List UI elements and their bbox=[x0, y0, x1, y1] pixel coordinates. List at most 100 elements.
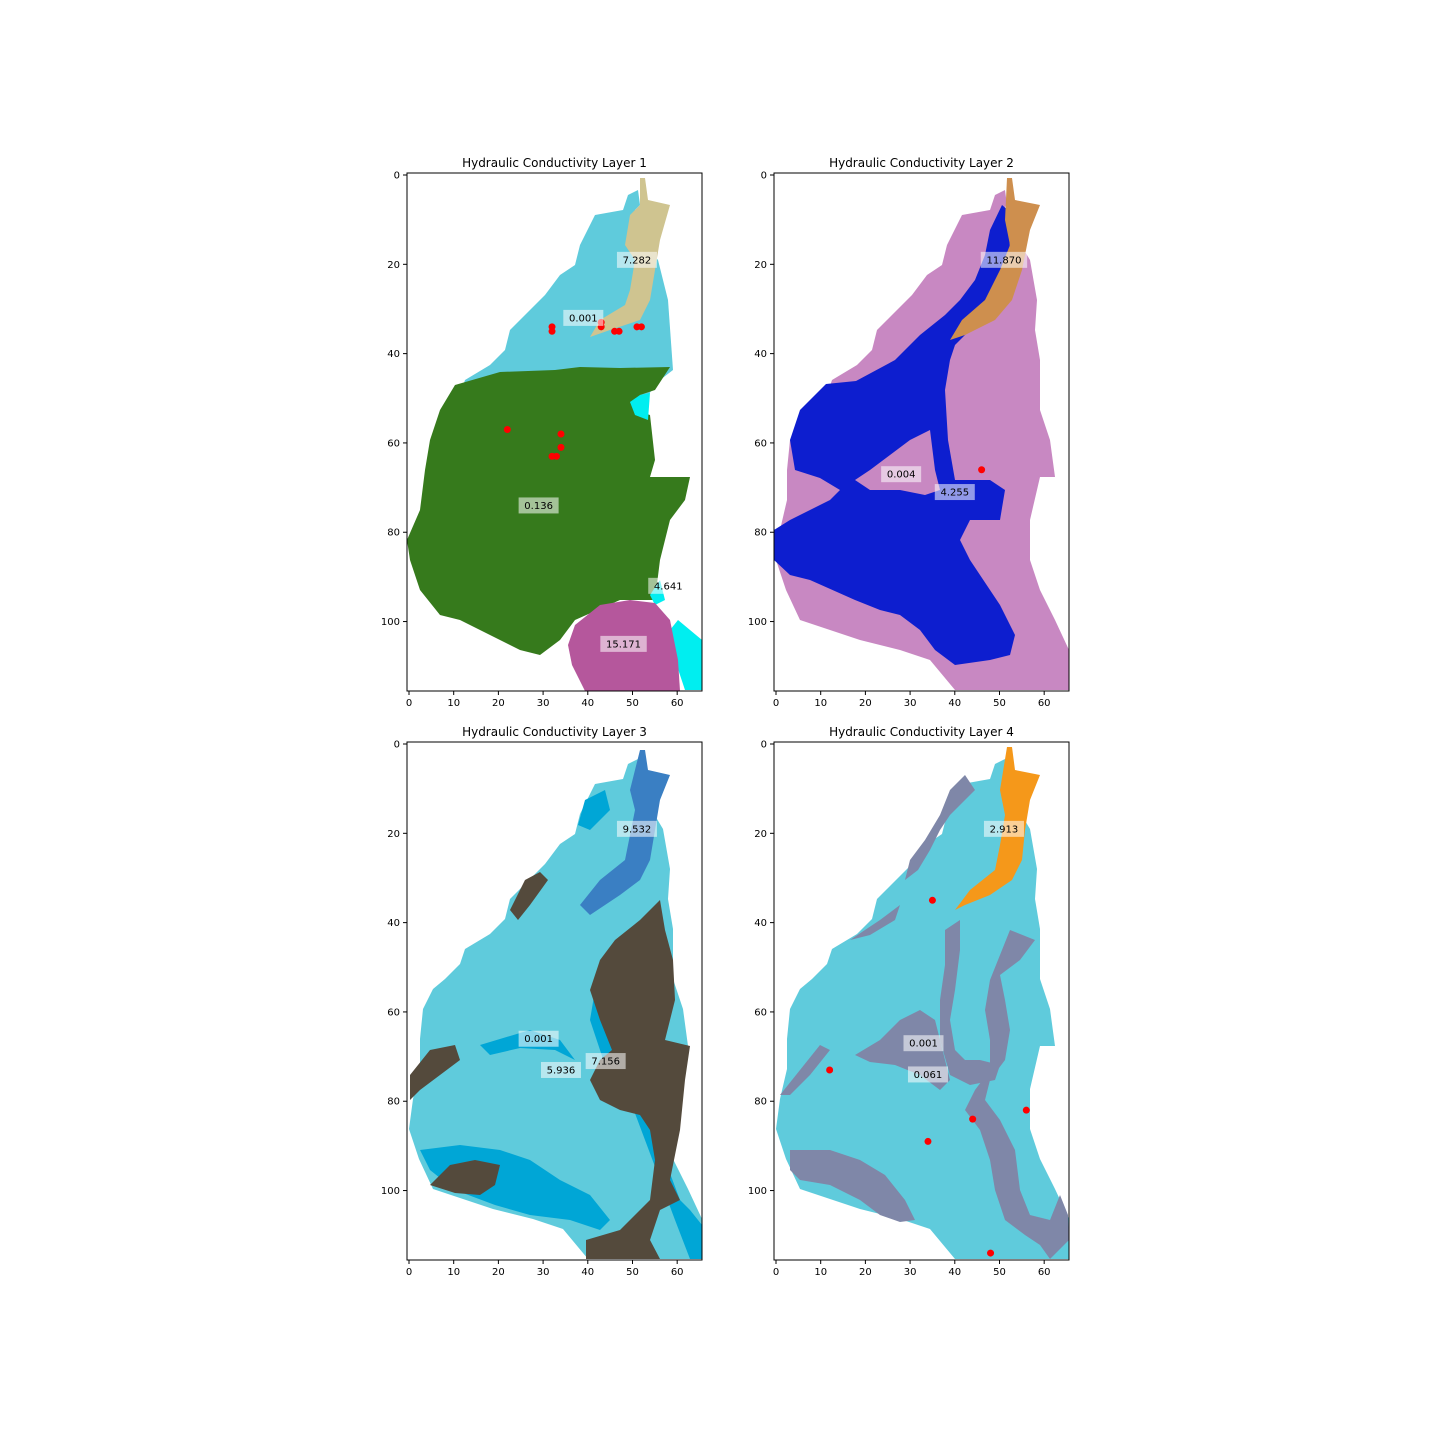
zone-label-box bbox=[903, 1035, 944, 1052]
zone-label-box bbox=[980, 251, 1028, 268]
y-tick-label: 40 bbox=[387, 918, 400, 929]
zone-value-label: 2.913 bbox=[990, 824, 1019, 835]
panel-layer-4: Hydraulic Conductivity Layer 4 2.913 0.00… bbox=[748, 725, 1070, 1278]
zone-value-label: 0.001 bbox=[524, 1034, 553, 1045]
x-tick-label: 20 bbox=[492, 1267, 505, 1278]
zone-region bbox=[586, 900, 690, 1259]
y-axis: 0 20 40 60 80 100 bbox=[381, 171, 407, 628]
well-marker bbox=[637, 323, 645, 331]
zone-value-label: 0.001 bbox=[569, 313, 598, 324]
y-tick-label: 80 bbox=[387, 528, 400, 539]
zone-region bbox=[578, 790, 610, 830]
x-tick-label: 60 bbox=[671, 698, 684, 709]
zone-label-box bbox=[518, 497, 559, 514]
x-tick-label: 40 bbox=[581, 698, 594, 709]
y-tick-label: 0 bbox=[394, 740, 400, 751]
zone-region bbox=[940, 920, 1000, 1085]
zone-region bbox=[965, 930, 1069, 1259]
zone-region bbox=[630, 393, 650, 420]
x-tick-label: 40 bbox=[581, 1267, 594, 1278]
y-tick-label: 60 bbox=[754, 438, 767, 449]
zone-region bbox=[460, 190, 673, 410]
x-axis: 0 10 20 30 40 50 60 bbox=[406, 691, 684, 709]
y-tick-label: 60 bbox=[387, 1007, 400, 1018]
zone-label-box bbox=[616, 251, 657, 268]
zone-region bbox=[590, 178, 670, 337]
zone-value-label: 15.171 bbox=[606, 639, 641, 650]
y-tick-label: 40 bbox=[754, 918, 767, 929]
well-marker bbox=[928, 896, 936, 904]
y-tick-label: 20 bbox=[387, 829, 400, 840]
x-tick-label: 30 bbox=[537, 698, 550, 709]
well-marker bbox=[553, 452, 560, 460]
x-tick-label: 60 bbox=[1038, 1267, 1051, 1278]
y-tick-label: 20 bbox=[754, 260, 767, 271]
zone-label-box bbox=[983, 820, 1024, 837]
x-tick-label: 0 bbox=[773, 1267, 779, 1278]
x-tick-label: 50 bbox=[626, 1267, 639, 1278]
x-tick-label: 50 bbox=[993, 1267, 1006, 1278]
zone-region bbox=[850, 905, 900, 940]
x-tick-label: 10 bbox=[814, 1267, 827, 1278]
zone-region bbox=[780, 1045, 830, 1095]
y-tick-label: 60 bbox=[754, 1007, 767, 1018]
y-tick-label: 20 bbox=[387, 260, 400, 271]
zone-region bbox=[430, 1160, 500, 1195]
panel-title: Hydraulic Conductivity Layer 4 bbox=[829, 725, 1014, 739]
zone-label-box bbox=[907, 1066, 948, 1083]
plot-frame bbox=[773, 741, 1070, 1261]
x-tick-label: 0 bbox=[406, 1267, 412, 1278]
conductivity-map bbox=[774, 178, 1069, 690]
plot-frame bbox=[406, 741, 703, 1261]
well-marker bbox=[826, 1066, 834, 1074]
zone-label-box bbox=[540, 1061, 581, 1078]
zone-value-label: 7.156 bbox=[591, 1057, 620, 1068]
x-tick-label: 10 bbox=[447, 698, 460, 709]
well-marker bbox=[969, 1115, 977, 1123]
x-axis: 0 10 20 30 40 50 60 bbox=[773, 691, 1051, 709]
x-tick-label: 20 bbox=[859, 698, 872, 709]
panel-title: Hydraulic Conductivity Layer 2 bbox=[829, 156, 1014, 170]
zone-value-label: 0.061 bbox=[914, 1070, 943, 1081]
zone-labels: 7.282 0.001 0.136 4.641 15.171 bbox=[518, 251, 689, 652]
y-tick-label: 80 bbox=[754, 1097, 767, 1108]
x-tick-label: 50 bbox=[993, 698, 1006, 709]
panel-layer-1: Hydraulic Conductivity Layer 1 7.282 0.00… bbox=[381, 156, 703, 709]
plot-frame bbox=[406, 172, 703, 692]
zone-label-box bbox=[585, 1053, 626, 1070]
zone-labels: 9.532 0.001 7.156 5.936 bbox=[518, 820, 657, 1078]
x-tick-label: 30 bbox=[904, 1267, 917, 1278]
x-tick-label: 60 bbox=[671, 1267, 684, 1278]
zone-value-label: 11.870 bbox=[986, 255, 1021, 266]
zone-label-box bbox=[518, 1030, 559, 1047]
x-tick-label: 60 bbox=[1038, 698, 1051, 709]
y-tick-label: 100 bbox=[748, 617, 767, 628]
y-tick-label: 20 bbox=[754, 829, 767, 840]
well-marker bbox=[978, 466, 986, 474]
zone-region bbox=[410, 1045, 460, 1100]
conductivity-map bbox=[407, 178, 702, 691]
zone-region bbox=[580, 750, 670, 915]
zone-label-box bbox=[934, 484, 975, 501]
y-tick-label: 0 bbox=[394, 171, 400, 182]
y-axis: 0 20 40 60 80 100 bbox=[748, 740, 774, 1197]
x-tick-label: 0 bbox=[406, 698, 412, 709]
zone-region bbox=[950, 178, 1040, 340]
zone-labels: 2.913 0.001 0.061 bbox=[903, 820, 1024, 1083]
well-marker bbox=[557, 443, 565, 451]
y-tick-label: 60 bbox=[387, 438, 400, 449]
conductivity-map bbox=[776, 747, 1069, 1259]
x-tick-label: 40 bbox=[948, 698, 961, 709]
zone-label-box bbox=[563, 309, 604, 326]
zone-label-box bbox=[600, 635, 647, 652]
well-marker bbox=[503, 426, 511, 434]
y-tick-label: 100 bbox=[381, 1186, 400, 1197]
zone-label-box bbox=[648, 577, 689, 594]
plot-frame bbox=[773, 172, 1070, 692]
panel-title: Hydraulic Conductivity Layer 3 bbox=[462, 725, 647, 739]
x-axis: 0 10 20 30 40 50 60 bbox=[773, 1260, 1051, 1278]
zone-value-label: 0.001 bbox=[909, 1039, 938, 1050]
zone-label-box bbox=[881, 466, 922, 483]
well-marker bbox=[924, 1137, 932, 1145]
